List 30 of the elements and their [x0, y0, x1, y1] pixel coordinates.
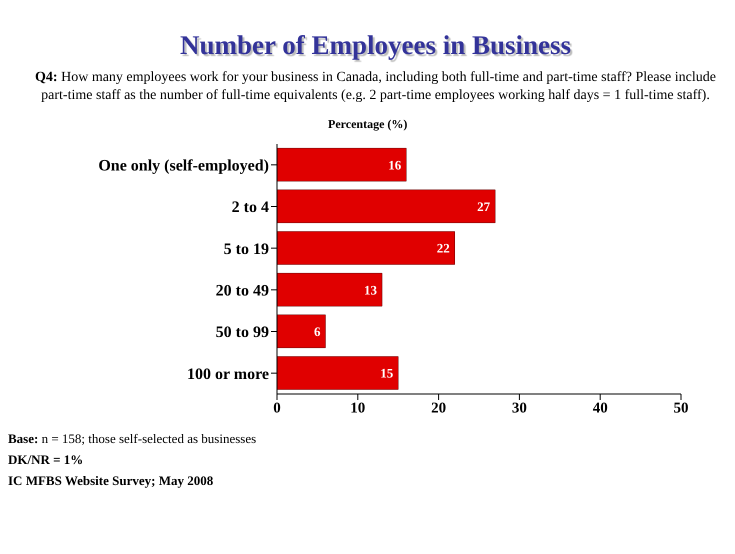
x-tick-label: 40 — [592, 400, 608, 417]
data-label: 27 — [477, 198, 491, 214]
x-tick-label: 20 — [431, 400, 446, 417]
x-axis-title: Percentage (%) — [328, 117, 408, 132]
bar — [277, 314, 326, 348]
data-label: 15 — [380, 366, 394, 381]
bar — [277, 190, 496, 224]
chart-title: Number of Employees in Business — [178, 30, 572, 61]
y-tick-label: 100 or more — [186, 366, 269, 383]
bar — [277, 148, 407, 182]
bar — [277, 231, 456, 265]
text: Base: n = 158; those self-selected as businesses — [8, 430, 258, 448]
x-tick-label: 30 — [512, 400, 527, 417]
bar — [277, 272, 382, 306]
x-tick-label: 10 — [350, 400, 366, 417]
y-tick-label: One only (self-employed) — [98, 158, 269, 175]
bar — [277, 356, 398, 390]
data-label: 13 — [364, 282, 378, 298]
data-label: 16 — [388, 157, 402, 172]
x-tick-label: 50 — [674, 400, 688, 417]
text: DK/NR = 1% — [8, 452, 84, 467]
y-tick-label: 5 to 19 — [224, 240, 269, 258]
x-tick-label: 0 — [273, 400, 281, 417]
data-label: 6 — [314, 324, 321, 339]
y-tick-label: 20 to 49 — [216, 282, 269, 300]
y-tick-label: 2 to 4 — [232, 199, 269, 216]
y-tick-label: 50 to 99 — [216, 324, 269, 342]
text: IC MFBS Website Survey; May 2008 — [8, 473, 214, 488]
chart-subtitle: Q4: How many employees work for your business in Canada, including both full-time and part-time staff? Please include part-time staff as the number of full-time equivalents (e.g. 2 part-time employees working half days = 1 full-time staff). — [34, 69, 717, 105]
data-label: 22 — [436, 240, 450, 256]
